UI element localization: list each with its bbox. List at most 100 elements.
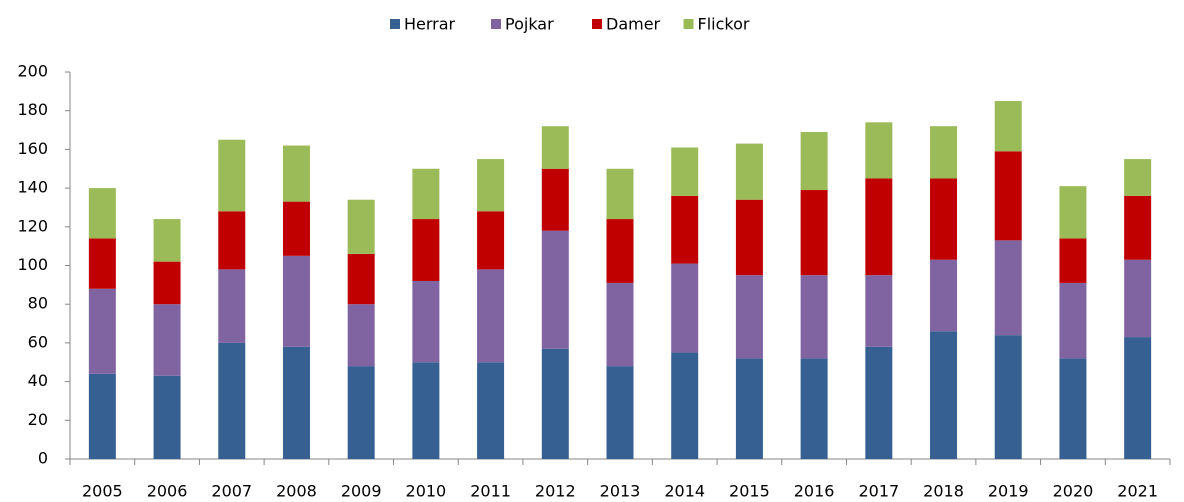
bar-segment [1124, 159, 1152, 196]
bar-segment [218, 269, 246, 343]
bar-segment [930, 331, 958, 459]
x-tick-label: 2013 [600, 482, 641, 501]
x-tick-label: 2020 [1053, 482, 1094, 501]
bar-segment [412, 219, 440, 281]
bar-segment [412, 362, 440, 459]
legend-swatch [592, 19, 602, 29]
bar-segment [218, 211, 246, 270]
legend-label: Flickor [698, 15, 750, 34]
bar-segment [1124, 195, 1152, 260]
bar-segment [735, 358, 763, 459]
bar-segment [88, 188, 116, 239]
y-tick-label: 180 [17, 100, 48, 119]
bar-segment [477, 211, 505, 270]
bar-segment [800, 358, 828, 459]
x-tick-label: 2021 [1117, 482, 1158, 501]
y-tick-label: 200 [17, 62, 48, 81]
bar-segment [347, 304, 375, 367]
x-tick-label: 2011 [470, 482, 511, 501]
bar-segment [865, 275, 893, 347]
bar-segment [541, 168, 569, 231]
legend-swatch [683, 19, 694, 29]
x-tick-label: 2009 [341, 482, 382, 501]
bar-segment [735, 143, 763, 200]
y-tick-label: 60 [28, 332, 48, 351]
y-tick-label: 40 [28, 371, 48, 390]
legend-label: Herrar [404, 15, 456, 34]
bar-segment [153, 375, 181, 459]
bar-segment [735, 275, 763, 359]
bar-segment [994, 335, 1022, 459]
x-tick-label: 2016 [794, 482, 835, 501]
x-tick-label: 2019 [988, 482, 1029, 501]
bar-segment [541, 230, 569, 349]
bar-segment [930, 178, 958, 260]
bar-segment [865, 122, 893, 179]
bar-segment [1124, 337, 1152, 459]
y-tick-label: 160 [17, 139, 48, 158]
x-tick-label: 2008 [276, 482, 317, 501]
bar-segment [282, 255, 310, 347]
legend-swatch [390, 19, 400, 29]
bar-segment [88, 238, 116, 289]
x-tick-label: 2010 [406, 482, 447, 501]
bar-segment [671, 147, 699, 196]
bar-segment [606, 168, 634, 220]
bar-segment [477, 269, 505, 363]
bar-segment [671, 352, 699, 459]
bar-segment [671, 263, 699, 353]
bar-segment [218, 342, 246, 459]
bar-segment [1059, 282, 1087, 359]
x-tick-label: 2007 [211, 482, 252, 501]
y-tick-label: 80 [28, 294, 48, 313]
bar-segment [865, 346, 893, 459]
bar-segment [347, 199, 375, 254]
legend-swatch [491, 19, 501, 29]
bar-segment [994, 101, 1022, 152]
bar-segment [865, 178, 893, 276]
bar-segment [800, 190, 828, 276]
bar-segment [153, 304, 181, 376]
x-tick-label: 2005 [82, 482, 123, 501]
x-tick-label: 2014 [664, 482, 705, 501]
legend-label: Damer [606, 15, 661, 34]
bar-segment [153, 261, 181, 305]
y-tick-label: 120 [17, 216, 48, 235]
bar-segment [347, 253, 375, 305]
bar-segment [477, 362, 505, 459]
bar-segment [1059, 238, 1087, 283]
bar-segment [347, 366, 375, 459]
bar-segment [412, 168, 440, 220]
x-tick-label: 2006 [147, 482, 188, 501]
bar-segment [218, 139, 246, 212]
x-tick-label: 2017 [858, 482, 899, 501]
bar-segment [606, 366, 634, 459]
bar-segment [88, 288, 116, 374]
y-tick-label: 20 [28, 410, 48, 429]
bar-segment [1059, 358, 1087, 459]
bar-segment [671, 195, 699, 264]
bar-segment [153, 219, 181, 262]
bar-segment [800, 275, 828, 359]
bar-segment [994, 240, 1022, 336]
bar-segment [412, 280, 440, 363]
bar-segment [1124, 259, 1152, 338]
y-tick-label: 100 [17, 255, 48, 274]
y-tick-label: 140 [17, 178, 48, 197]
bar-segment [88, 373, 116, 459]
y-tick-label: 0 [38, 449, 48, 468]
bar-segment [541, 348, 569, 459]
bar-segment [606, 282, 634, 367]
bar-segment [477, 159, 505, 212]
x-tick-label: 2012 [535, 482, 576, 501]
x-tick-label: 2015 [729, 482, 770, 501]
bar-segment [282, 201, 310, 256]
bar-segment [800, 131, 828, 191]
x-tick-label: 2018 [923, 482, 964, 501]
bar-segment [282, 145, 310, 202]
bar-segment [541, 126, 569, 169]
bar-segment [606, 219, 634, 283]
bar-segment [930, 259, 958, 332]
bar-segment [735, 199, 763, 276]
